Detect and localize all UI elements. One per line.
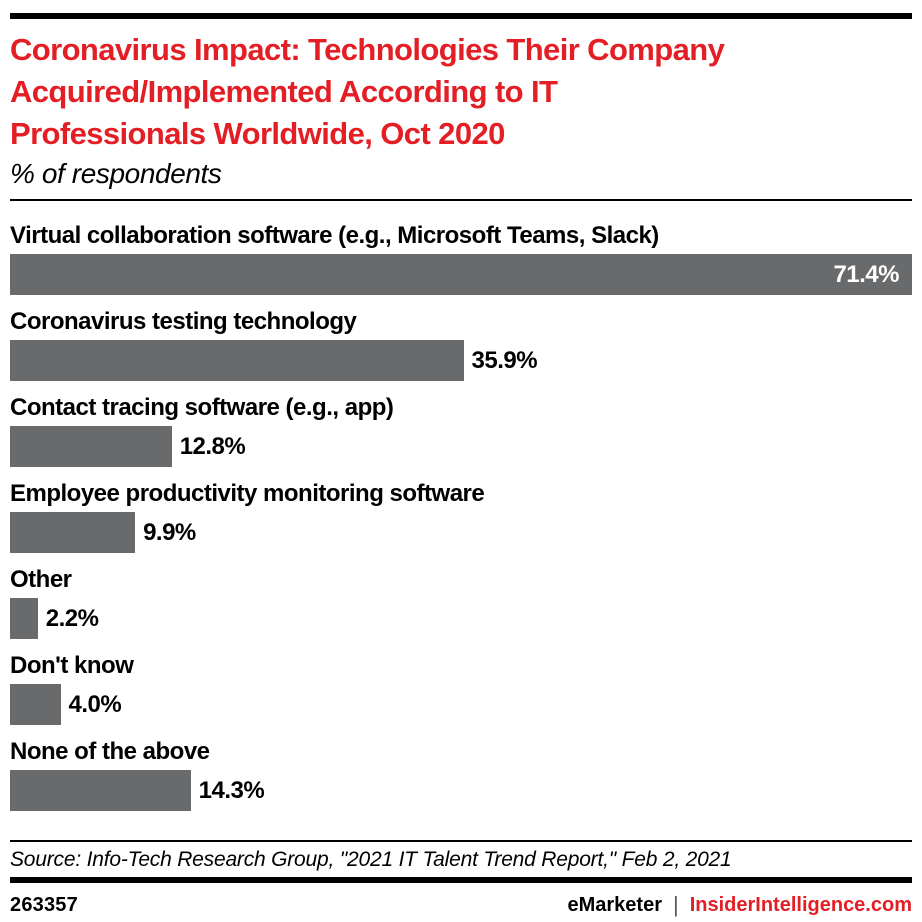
bar-track: 71.4% <box>10 254 912 295</box>
footer-rule <box>10 877 912 883</box>
footer-bar: 263357 eMarketer | InsiderIntelligence.c… <box>10 892 912 918</box>
bar-track: 35.9% <box>10 340 912 381</box>
page-title: Coronavirus Impact: Technologies Their C… <box>10 29 912 155</box>
bar-track: 4.0% <box>10 684 912 725</box>
bar: 71.4% <box>10 254 912 295</box>
title-line-3: Professionals Worldwide, Oct 2020 <box>10 116 505 151</box>
bar <box>10 770 191 811</box>
bar-category-label: Coronavirus testing technology <box>10 308 357 335</box>
bar-row: Other 2.2% <box>10 565 912 639</box>
bar-row: Employee productivity monitoring softwar… <box>10 479 912 553</box>
bar <box>10 340 464 381</box>
bar-category-label: Virtual collaboration software (e.g., Mi… <box>10 222 659 249</box>
bar-chart: Virtual collaboration software (e.g., Mi… <box>10 221 912 811</box>
bar-category-label: Contact tracing software (e.g., app) <box>10 394 394 421</box>
title-line-2: Acquired/Implemented According to IT <box>10 74 558 109</box>
chart-id: 263357 <box>10 893 78 916</box>
bar <box>10 512 136 553</box>
bar-category-label: Don't know <box>10 652 134 679</box>
emarketer-wordmark: eMarketer <box>567 893 662 916</box>
bar-track: 12.8% <box>10 426 912 467</box>
bar-value-label: 4.0% <box>68 690 122 718</box>
bar-value-label: 2.2% <box>45 604 99 632</box>
brand-separator: | <box>672 892 679 917</box>
top-rule <box>10 13 912 19</box>
bar-track: 9.9% <box>10 512 912 553</box>
chart-subtitle: % of respondents <box>10 158 222 189</box>
insider-intelligence-link[interactable]: InsiderIntelligence.com <box>689 893 912 916</box>
bar <box>10 598 38 639</box>
bar-category-label: None of the above <box>10 738 210 765</box>
bar-track: 14.3% <box>10 770 912 811</box>
bar <box>10 426 172 467</box>
bar-category-label: Other <box>10 566 72 593</box>
bar-row: Contact tracing software (e.g., app) 12.8… <box>10 393 912 467</box>
subtitle-divider-rule <box>10 199 912 201</box>
bar-row: None of the above 14.3% <box>10 737 912 811</box>
source-divider-rule <box>10 840 912 842</box>
bar-category-label: Employee productivity monitoring softwar… <box>10 480 485 507</box>
bar-track: 2.2% <box>10 598 912 639</box>
bar-value-label: 35.9% <box>471 346 538 374</box>
bar-row: Don't know 4.0% <box>10 651 912 725</box>
bar-row: Virtual collaboration software (e.g., Mi… <box>10 221 912 295</box>
bar-value-label: 9.9% <box>143 518 196 546</box>
bar <box>10 684 61 725</box>
bar-value-label: 12.8% <box>179 432 246 460</box>
source-line: Source: Info-Tech Research Group, "2021 … <box>10 848 732 871</box>
branding: eMarketer | InsiderIntelligence.com <box>567 892 912 918</box>
bar-value-label: 71.4% <box>833 260 899 288</box>
bar-value-label: 14.3% <box>198 776 265 804</box>
title-line-1: Coronavirus Impact: Technologies Their C… <box>10 32 725 67</box>
bar-row: Coronavirus testing technology 35.9% <box>10 307 912 381</box>
